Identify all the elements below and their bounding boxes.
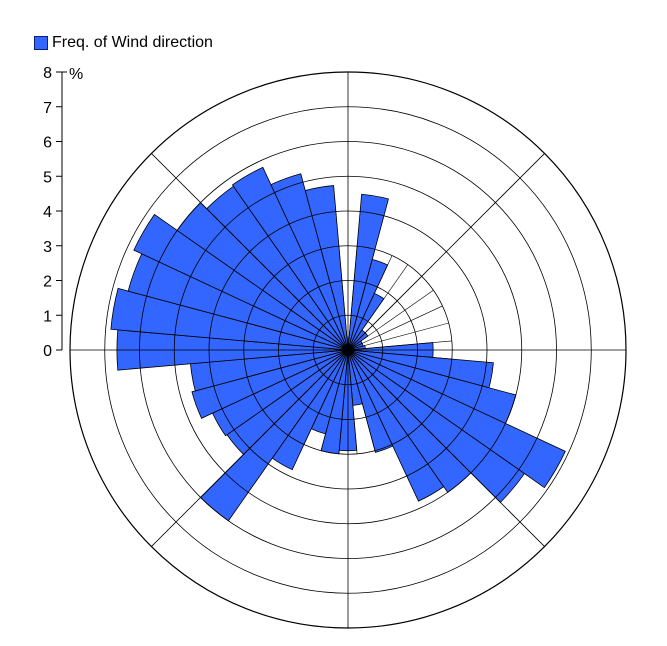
bar-300	[133, 213, 349, 351]
sector-line-295	[253, 305, 349, 351]
bar-250	[191, 349, 349, 419]
sector-line-125	[347, 349, 434, 411]
legend-swatch	[34, 36, 48, 50]
bar-330	[231, 166, 349, 351]
unit-label: %	[69, 66, 83, 83]
sector-line-15	[347, 249, 376, 351]
spoke-315	[151, 153, 349, 351]
bar-120	[347, 349, 566, 489]
bar-340	[270, 173, 349, 351]
tick-label-1: 1	[43, 308, 52, 325]
sector-line-75	[347, 322, 449, 351]
sector-line-305	[262, 289, 349, 351]
sector-line-115	[347, 349, 443, 395]
sector-line-205	[303, 349, 349, 445]
spoke-225	[151, 349, 349, 547]
sector-line-185	[338, 349, 349, 454]
bar-280	[110, 287, 349, 351]
legend: Freq. of Wind direction	[34, 33, 213, 53]
sector-line-175	[347, 349, 358, 454]
bar-350	[304, 185, 349, 351]
grid-layer	[69, 71, 627, 629]
sector-line-215	[287, 349, 349, 436]
sector-line-335	[303, 255, 349, 351]
tick-label-7: 7	[43, 100, 52, 117]
spoke-45	[347, 153, 545, 351]
sector-line-235	[262, 349, 349, 411]
tick-label-4: 4	[43, 204, 52, 221]
sector-line-165	[347, 349, 376, 451]
sector-line-105	[347, 349, 449, 378]
tick-label-5: 5	[43, 169, 52, 186]
sector-line-25	[347, 255, 393, 351]
tick-label-2: 2	[43, 274, 52, 291]
sector-line-355	[338, 246, 349, 351]
sector-line-245	[253, 349, 349, 395]
bar-150	[347, 349, 445, 502]
sector-line-65	[347, 305, 443, 351]
sector-line-285	[247, 322, 349, 351]
tick-label-3: 3	[43, 239, 52, 256]
bar-160	[347, 349, 394, 453]
legend-label: Freq. of Wind direction	[52, 34, 213, 51]
sector-line-55	[347, 289, 434, 351]
tick-label-0: 0	[43, 343, 52, 360]
tick-label-8: 8	[43, 65, 52, 82]
sector-line-275	[244, 340, 349, 351]
sector-line-325	[287, 264, 349, 351]
bars-layer	[110, 166, 566, 522]
sector-line-255	[247, 349, 349, 378]
sector-line-145	[347, 349, 409, 436]
sector-line-265	[244, 349, 349, 360]
radial-axis: 0 1 2 3 4 5 6 7 8%	[43, 65, 83, 360]
sector-line-195	[320, 349, 349, 451]
sector-line-85	[347, 340, 452, 351]
sector-line-345	[320, 249, 349, 351]
sector-line-95	[347, 349, 452, 360]
spoke-135	[347, 349, 545, 547]
sector-line-5	[347, 246, 358, 351]
sector-line-155	[347, 349, 393, 445]
sector-line-35	[347, 264, 409, 351]
tick-label-6: 6	[43, 135, 52, 152]
